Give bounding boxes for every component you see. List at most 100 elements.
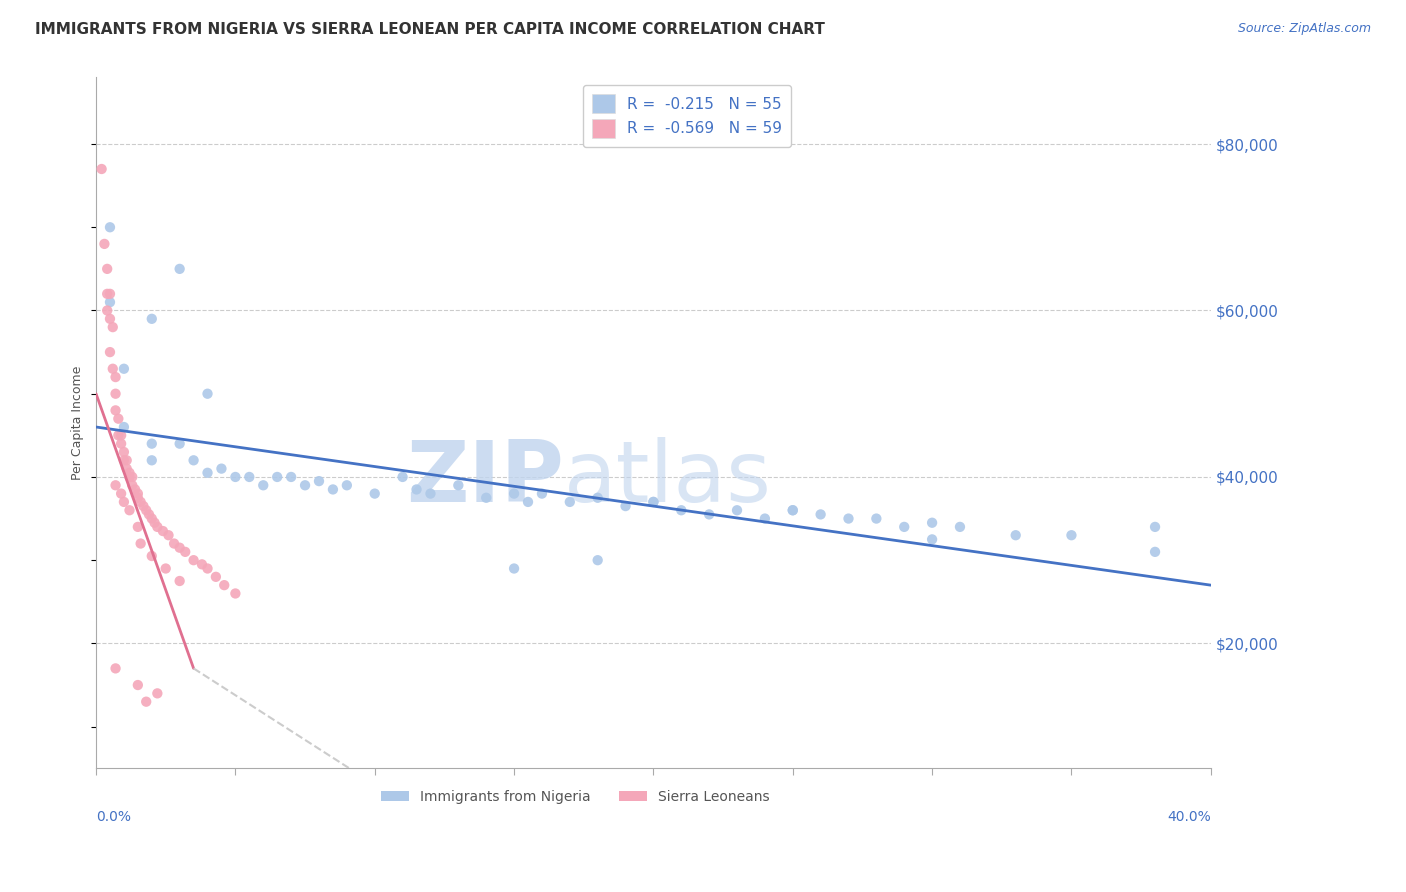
Point [252, 478, 274, 492]
Point [112, 420, 135, 434]
Point [266, 470, 288, 484]
Point [169, 574, 191, 588]
Point [322, 483, 344, 497]
Point [96, 286, 118, 301]
Point [280, 470, 302, 484]
Point [865, 511, 887, 525]
Point [643, 495, 665, 509]
Point [163, 536, 186, 550]
Point [183, 453, 205, 467]
Point [143, 516, 166, 530]
Point [112, 495, 135, 509]
Point [921, 533, 943, 547]
Point [118, 503, 141, 517]
Point [104, 386, 127, 401]
Point [98, 286, 121, 301]
Point [517, 495, 540, 509]
Point [174, 545, 197, 559]
Text: atlas: atlas [564, 436, 772, 520]
Point [115, 461, 138, 475]
Point [1004, 528, 1026, 542]
Point [141, 436, 163, 450]
Point [124, 483, 146, 497]
Point [893, 520, 915, 534]
Point [141, 311, 163, 326]
Point [475, 491, 498, 505]
Point [697, 508, 720, 522]
Point [810, 508, 832, 522]
Point [127, 520, 149, 534]
Point [110, 428, 132, 442]
Point [118, 470, 141, 484]
Point [782, 503, 804, 517]
Point [127, 486, 149, 500]
Point [169, 436, 191, 450]
Point [141, 549, 163, 563]
Point [112, 453, 135, 467]
Point [129, 495, 152, 509]
Point [146, 520, 169, 534]
Point [169, 261, 191, 276]
Legend: Immigrants from Nigeria, Sierra Leoneans: Immigrants from Nigeria, Sierra Leoneans [375, 785, 775, 810]
Point [782, 503, 804, 517]
Text: ZIP: ZIP [406, 436, 564, 520]
Point [104, 370, 127, 384]
Point [614, 499, 637, 513]
Point [211, 461, 233, 475]
Point [138, 508, 160, 522]
Point [155, 561, 177, 575]
Point [98, 295, 121, 310]
Text: IMMIGRANTS FROM NIGERIA VS SIERRA LEONEAN PER CAPITA INCOME CORRELATION CHART: IMMIGRANTS FROM NIGERIA VS SIERRA LEONEA… [35, 22, 825, 37]
Point [169, 541, 191, 555]
Point [157, 528, 180, 542]
Point [725, 503, 748, 517]
Point [197, 466, 219, 480]
Point [101, 361, 124, 376]
Point [294, 478, 316, 492]
Point [1060, 528, 1083, 542]
Point [132, 499, 155, 513]
Point [141, 453, 163, 467]
Point [118, 466, 141, 480]
Point [308, 474, 330, 488]
Point [121, 470, 143, 484]
Text: Source: ZipAtlas.com: Source: ZipAtlas.com [1237, 22, 1371, 36]
Point [558, 495, 581, 509]
Point [121, 478, 143, 492]
Point [183, 553, 205, 567]
Point [949, 520, 972, 534]
Point [96, 303, 118, 318]
Point [336, 478, 359, 492]
Point [224, 586, 246, 600]
Point [238, 470, 260, 484]
Point [391, 470, 413, 484]
Point [107, 428, 129, 442]
Point [93, 236, 115, 251]
Point [104, 403, 127, 417]
Point [586, 553, 609, 567]
Point [152, 524, 174, 538]
Point [405, 483, 427, 497]
Point [98, 311, 121, 326]
Point [503, 486, 526, 500]
Point [837, 511, 859, 525]
Point [107, 411, 129, 425]
Point [110, 436, 132, 450]
Point [115, 453, 138, 467]
Point [197, 386, 219, 401]
Point [643, 495, 665, 509]
Point [135, 503, 157, 517]
Point [127, 678, 149, 692]
Point [447, 478, 470, 492]
Point [104, 661, 127, 675]
Point [96, 261, 118, 276]
Point [503, 561, 526, 575]
Point [112, 445, 135, 459]
Point [112, 361, 135, 376]
Point [98, 345, 121, 359]
Point [98, 220, 121, 235]
Point [129, 536, 152, 550]
Point [586, 491, 609, 505]
Point [127, 491, 149, 505]
Point [530, 486, 553, 500]
